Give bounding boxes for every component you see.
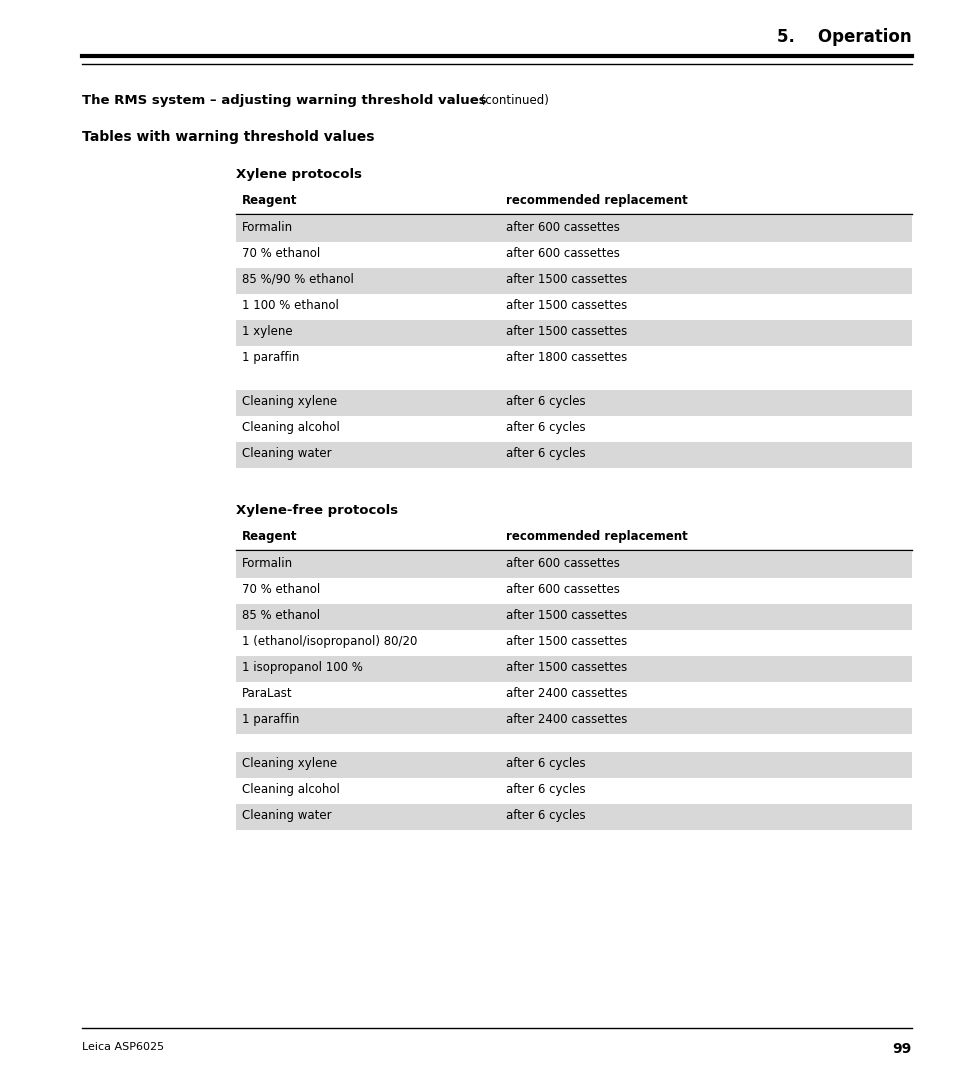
Bar bbox=[235, 604, 911, 630]
Bar bbox=[235, 268, 911, 294]
Text: after 1500 cassettes: after 1500 cassettes bbox=[505, 299, 626, 312]
Text: after 6 cycles: after 6 cycles bbox=[505, 447, 585, 460]
Text: 1 100 % ethanol: 1 100 % ethanol bbox=[242, 299, 338, 312]
Text: Reagent: Reagent bbox=[242, 194, 297, 207]
Text: 1 xylene: 1 xylene bbox=[242, 325, 293, 338]
Bar bbox=[235, 804, 911, 831]
Text: 99: 99 bbox=[892, 1042, 911, 1056]
Text: Cleaning xylene: Cleaning xylene bbox=[242, 757, 336, 770]
Text: Formalin: Formalin bbox=[242, 557, 293, 570]
Text: after 2400 cassettes: after 2400 cassettes bbox=[505, 687, 627, 700]
Text: 1 paraffin: 1 paraffin bbox=[242, 351, 299, 364]
Text: after 1800 cassettes: after 1800 cassettes bbox=[505, 351, 626, 364]
Text: after 6 cycles: after 6 cycles bbox=[505, 783, 585, 796]
Text: Cleaning alcohol: Cleaning alcohol bbox=[242, 783, 339, 796]
Text: The RMS system – adjusting warning threshold values: The RMS system – adjusting warning thres… bbox=[82, 94, 486, 107]
Text: after 1500 cassettes: after 1500 cassettes bbox=[505, 609, 626, 622]
Text: recommended replacement: recommended replacement bbox=[505, 530, 687, 543]
Text: after 600 cassettes: after 600 cassettes bbox=[505, 247, 619, 260]
Text: Cleaning xylene: Cleaning xylene bbox=[242, 395, 336, 408]
Text: 1 isopropanol 100 %: 1 isopropanol 100 % bbox=[242, 661, 362, 674]
Text: Cleaning water: Cleaning water bbox=[242, 809, 332, 822]
Text: Xylene-free protocols: Xylene-free protocols bbox=[235, 504, 397, 517]
Text: (continued): (continued) bbox=[476, 94, 548, 107]
Text: Xylene protocols: Xylene protocols bbox=[235, 168, 361, 181]
Bar bbox=[235, 656, 911, 681]
Bar bbox=[235, 320, 911, 346]
Text: after 6 cycles: after 6 cycles bbox=[505, 809, 585, 822]
Text: Tables with warning threshold values: Tables with warning threshold values bbox=[82, 130, 375, 144]
Bar bbox=[235, 216, 911, 242]
Text: after 1500 cassettes: after 1500 cassettes bbox=[505, 635, 626, 648]
Bar bbox=[235, 552, 911, 578]
Text: Formalin: Formalin bbox=[242, 221, 293, 234]
Text: recommended replacement: recommended replacement bbox=[505, 194, 687, 207]
Bar bbox=[235, 752, 911, 778]
Text: after 1500 cassettes: after 1500 cassettes bbox=[505, 661, 626, 674]
Text: Cleaning alcohol: Cleaning alcohol bbox=[242, 421, 339, 434]
Bar bbox=[235, 708, 911, 734]
Text: 70 % ethanol: 70 % ethanol bbox=[242, 583, 320, 596]
Text: Reagent: Reagent bbox=[242, 530, 297, 543]
Text: 85 %/90 % ethanol: 85 %/90 % ethanol bbox=[242, 273, 354, 286]
Text: Cleaning water: Cleaning water bbox=[242, 447, 332, 460]
Text: after 600 cassettes: after 600 cassettes bbox=[505, 583, 619, 596]
Text: after 2400 cassettes: after 2400 cassettes bbox=[505, 713, 627, 726]
Text: after 600 cassettes: after 600 cassettes bbox=[505, 557, 619, 570]
Bar bbox=[235, 442, 911, 468]
Text: after 600 cassettes: after 600 cassettes bbox=[505, 221, 619, 234]
Text: after 6 cycles: after 6 cycles bbox=[505, 421, 585, 434]
Text: 5.    Operation: 5. Operation bbox=[777, 28, 911, 46]
Text: 1 (ethanol/isopropanol) 80/20: 1 (ethanol/isopropanol) 80/20 bbox=[242, 635, 417, 648]
Text: 70 % ethanol: 70 % ethanol bbox=[242, 247, 320, 260]
Text: after 6 cycles: after 6 cycles bbox=[505, 395, 585, 408]
Text: after 1500 cassettes: after 1500 cassettes bbox=[505, 325, 626, 338]
Text: 1 paraffin: 1 paraffin bbox=[242, 713, 299, 726]
Text: ParaLast: ParaLast bbox=[242, 687, 293, 700]
Bar bbox=[235, 390, 911, 416]
Text: 85 % ethanol: 85 % ethanol bbox=[242, 609, 320, 622]
Text: after 1500 cassettes: after 1500 cassettes bbox=[505, 273, 626, 286]
Text: Leica ASP6025: Leica ASP6025 bbox=[82, 1042, 164, 1052]
Text: after 6 cycles: after 6 cycles bbox=[505, 757, 585, 770]
